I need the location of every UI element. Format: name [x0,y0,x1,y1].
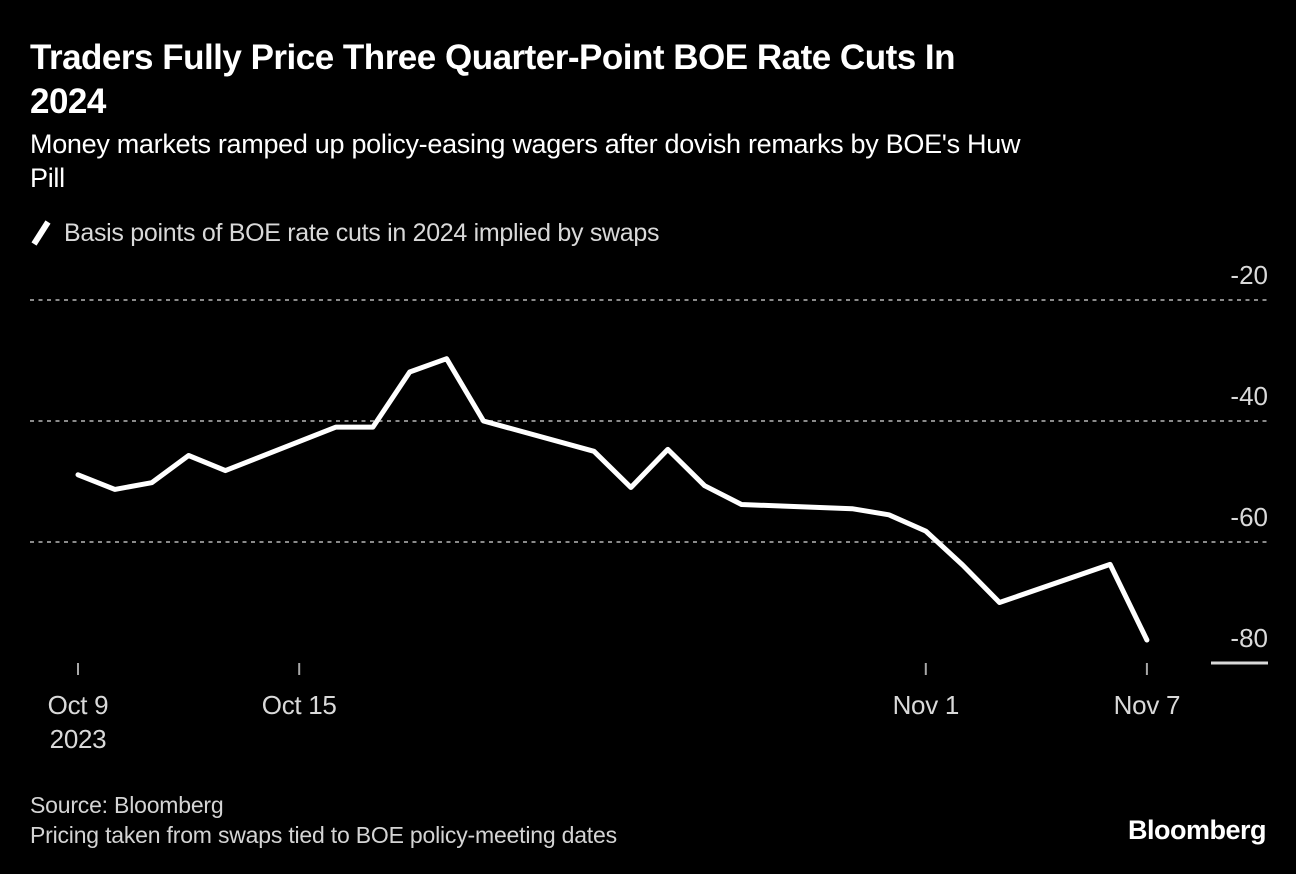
x-axis-label-Nov-1: Nov 1 [892,690,960,720]
chart-subtitle-line-2: Pill [30,163,65,193]
y-axis-label--20: -20 [1230,260,1268,290]
series-line [75,356,1150,643]
legend: Basis points of BOE rate cuts in 2024 im… [30,218,660,248]
y-axis-label--60: -60 [1230,502,1268,532]
x-axis-label-Oct-15: Oct 15 [261,690,337,720]
pricing-note-line: Pricing taken from swaps tied to BOE pol… [30,822,617,848]
bloomberg-logo: Bloomberg [1127,815,1267,845]
chart-title-line-1: Traders Fully Price Three Quarter-Point … [30,38,956,77]
x-axis-labels: Oct 9 2023 Oct 15 Nov 1 Nov 7 [0,688,1296,778]
line-chart-plot-area: -20 -40 -60 -80 [30,260,1268,675]
chart-subtitle-line-1: Money markets ramped up policy-easing wa… [30,129,1021,159]
chart-title-line-2: 2024 [30,82,106,121]
x-axis-label-Oct-9: Oct 9 2023 [47,690,109,754]
x-axis-label-Nov-7: Nov 7 [1113,690,1181,720]
line-sample-slash-icon [31,220,51,246]
chart-subtitle: Money markets ramped up policy-easing wa… [30,127,1270,195]
chart-title: Traders Fully Price Three Quarter-Point … [30,36,1270,124]
y-axis-label--40: -40 [1230,381,1268,411]
legend-label: Basis points of BOE rate cuts in 2024 im… [64,218,660,247]
source-line: Source: Bloomberg [30,792,224,818]
source-note: Source: Bloomberg Pricing taken from swa… [30,790,617,850]
y-axis-label--80: -80 [1230,623,1268,653]
